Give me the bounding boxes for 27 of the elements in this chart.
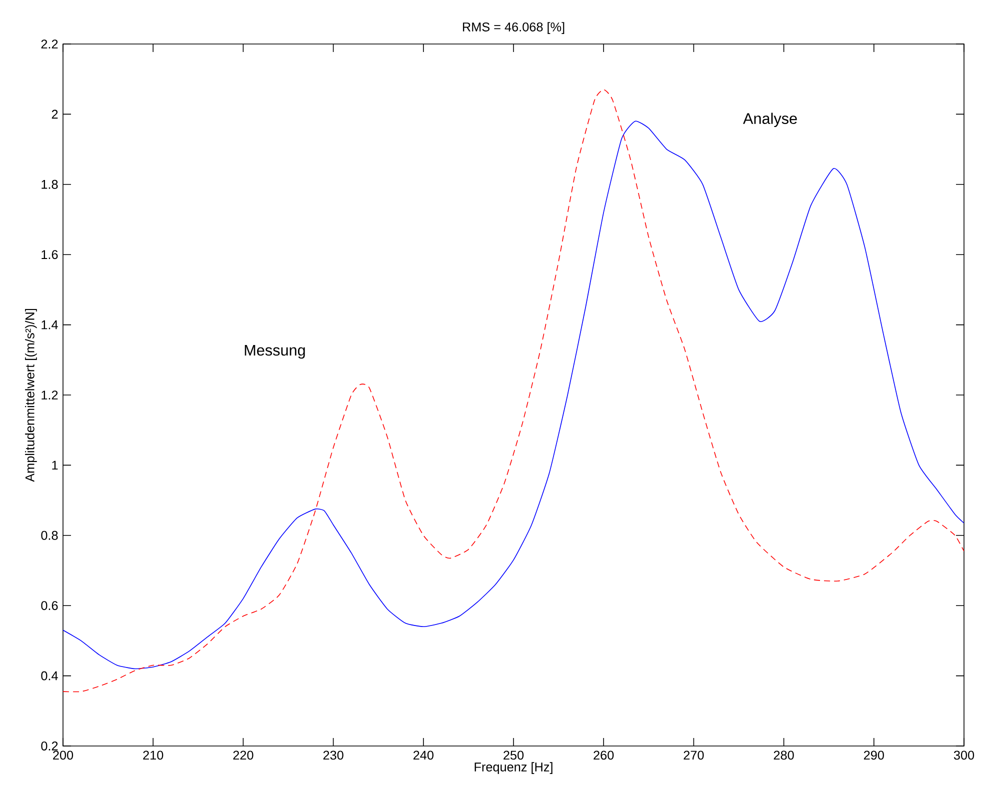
y-tick-label: 2.2 <box>41 40 58 48</box>
y-tick-label: 0.6 <box>41 601 58 610</box>
x-tick-label: 260 <box>594 750 614 760</box>
x-tick-label: 220 <box>233 750 254 760</box>
annotation: Analyse <box>743 112 797 128</box>
annotation: Messung <box>244 344 305 359</box>
y-tick-label: 1.4 <box>42 320 58 330</box>
x-tick-label: 230 <box>323 750 344 760</box>
x-tick-label: 210 <box>143 750 164 760</box>
x-axis-title: Frequenz [Hz] <box>474 762 552 774</box>
x-tick-label: 290 <box>864 750 884 760</box>
y-axis-title: Amplitudenmittelwert [(m/s²)/N] <box>25 308 37 482</box>
x-tick-label: 270 <box>684 750 704 760</box>
chart-title: RMS = 46.068 [%] <box>462 22 564 34</box>
x-tick-label: 250 <box>504 750 524 760</box>
x-tick-label: 200 <box>53 750 74 760</box>
y-tick-label: 1.6 <box>42 250 58 260</box>
y-tick-label: 2 <box>52 110 58 119</box>
y-tick-label: 1.2 <box>42 390 58 400</box>
y-tick-label: 0.2 <box>41 742 58 750</box>
x-tick-label: 280 <box>774 750 794 760</box>
y-tick-label: 1.8 <box>42 180 58 189</box>
y-tick-label: 0.8 <box>41 530 58 540</box>
x-tick-label: 240 <box>413 750 434 760</box>
y-tick-label: 1 <box>52 460 58 470</box>
x-tick-label: 300 <box>954 750 974 760</box>
y-tick-label: 0.4 <box>41 671 58 680</box>
